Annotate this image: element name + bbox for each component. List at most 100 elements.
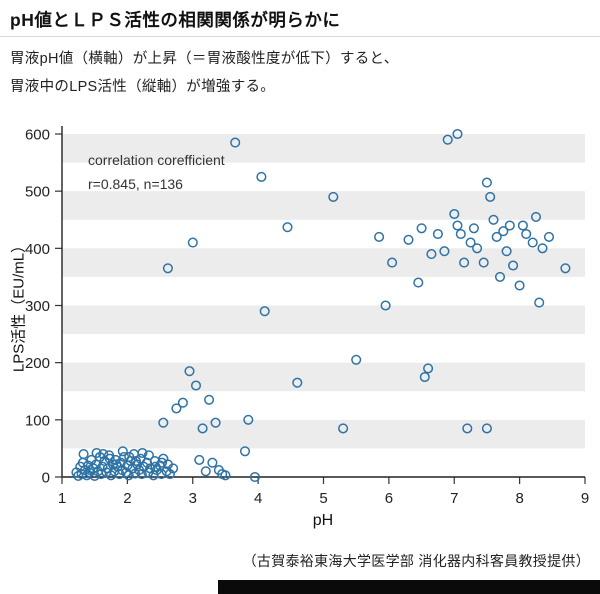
scatter-point [498,226,509,237]
scatter-point [136,469,147,480]
scatter-point [485,191,496,202]
scatter-point [143,450,154,461]
scatter-point [494,271,506,282]
scatter-point [161,466,172,477]
scatter-point [504,220,515,231]
bottom-bar [218,580,600,594]
page-title: pH値とＬＰＳ活性の相関関係が明らかに [10,10,341,30]
scatter-point [200,466,211,477]
scatter-point [204,394,215,405]
scatter-point [111,459,122,470]
scatter-point [462,423,473,434]
plot-band [62,248,585,277]
x-tick-label: 2 [123,490,131,507]
y-tick-label: 500 [25,184,50,201]
scatter-point [220,470,231,481]
y-tick-label: 300 [25,298,50,315]
scatter-point [419,371,430,383]
x-tick-label: 9 [581,490,589,507]
description-line-1: 胃液pH値（横軸）が上昇（＝胃液酸性度が低下）すると、 [10,51,399,67]
scatter-point [537,243,548,254]
plot-band [62,305,585,335]
scatter-point [488,214,499,225]
scatter-point [177,397,188,408]
scatter-point [243,414,254,425]
scatter-point [439,246,450,257]
chart-annotation: correlation corefficient r=0.845, n=136 [88,148,225,196]
x-axis-label: pH [312,512,334,529]
y-tick-label: 600 [25,127,50,144]
scatter-point [478,257,489,268]
scatter-point [256,171,267,182]
scatter-point [452,128,463,140]
scatter-point [442,134,453,145]
scatter-point [104,453,115,464]
scatter-point [472,243,483,254]
scatter-point [162,263,173,274]
y-tick-label: 400 [25,241,50,258]
scatter-chart: 0 100 200 300 400 500 600 1 2 3 4 5 6 7 8 9 [25,126,589,507]
scatter-point [197,423,208,434]
scatter-point [328,191,339,202]
scatter-point [521,228,532,240]
scatter-point [426,249,437,260]
annotation-line-2: r=0.845, n=136 [88,176,183,192]
title-divider [0,36,600,37]
scatter-point [168,463,179,474]
source-credit: （古賀泰裕東海大学医学部 消化器内科客員教授提供） [242,553,590,569]
scatter-point [338,423,349,434]
scatter-point [452,220,463,231]
scatter-point [481,423,492,434]
scatter-point [282,222,293,233]
scatter-point [194,454,205,465]
scatter-point [501,246,512,257]
scatter-point [527,237,538,248]
scatter-point [423,363,434,374]
scatter-point [239,446,251,457]
scatter-point [403,234,414,245]
scatter-point [455,228,466,240]
scatter-point [374,231,385,242]
scatter-point [115,457,126,468]
scatter-point [514,280,525,291]
scatter-point [292,377,303,388]
scatter-point [449,208,460,220]
y-tick-label: 100 [25,412,50,429]
scatter-point [124,451,135,463]
scatter-point [468,223,479,234]
x-tick-label: 8 [515,490,523,507]
scatter-point [387,257,398,268]
scatter-point [416,223,427,234]
scatter-point [491,231,502,242]
scatter-point [171,403,182,414]
scatter-point [413,277,424,288]
scatter-point [96,469,107,480]
scatter-point [78,449,89,460]
y-tick-label: 200 [25,355,50,372]
scatter-point [560,263,571,274]
scatter-point [432,228,443,240]
scatter-point [230,137,241,148]
x-tick-label: 4 [254,490,262,507]
x-tick-label: 5 [319,490,327,507]
scatter-point [210,417,221,428]
scatter-point [190,380,202,391]
scatter-point [164,469,175,480]
scatter-point [508,260,519,271]
scatter-point [150,461,161,472]
scatter-point [543,231,555,242]
scatter-point [459,257,470,268]
scatter-point [110,454,121,465]
plot-band [62,191,585,220]
scatter-point [481,177,492,188]
scatter-point [380,300,391,311]
plot-band [62,419,585,449]
scatter-point [184,366,195,377]
scatter-point [259,306,270,317]
plot-band [62,134,585,163]
x-tick-label: 3 [189,490,197,507]
scatter-point [517,220,528,231]
x-tick-label: 7 [450,490,458,507]
scatter-point [98,449,109,460]
